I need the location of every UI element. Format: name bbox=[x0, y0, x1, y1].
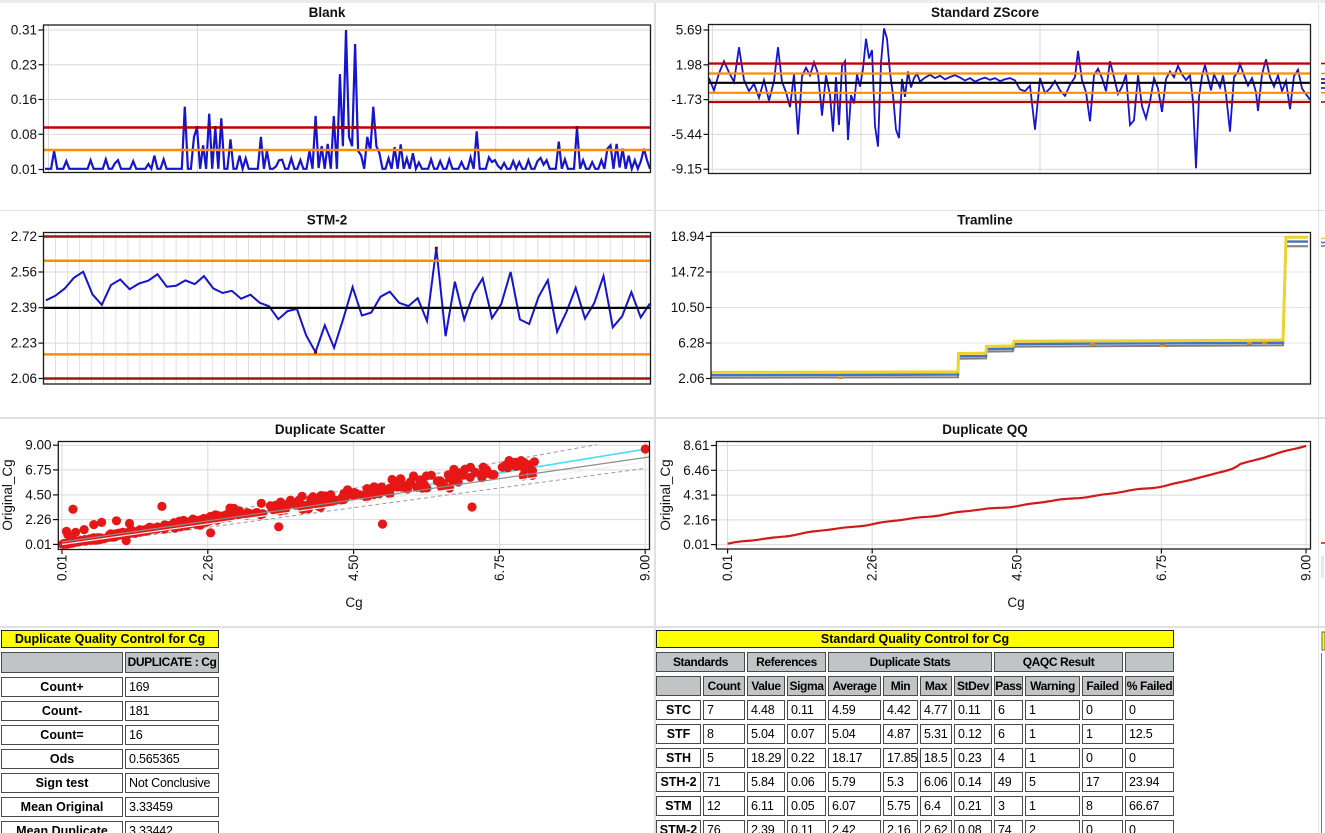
svg-text:4.50: 4.50 bbox=[1009, 555, 1024, 581]
svg-text:Standard ZScore: Standard ZScore bbox=[931, 5, 1040, 20]
svg-text:9.00: 9.00 bbox=[1299, 555, 1314, 581]
svg-text:0.16: 0.16 bbox=[11, 92, 37, 107]
svg-text:2.26: 2.26 bbox=[865, 555, 880, 581]
svg-text:8.61: 8.61 bbox=[683, 438, 709, 453]
svg-text:6.75: 6.75 bbox=[492, 555, 507, 581]
svg-text:Blank: Blank bbox=[309, 5, 346, 20]
svg-text:9.00: 9.00 bbox=[638, 555, 653, 581]
svg-text:10.50: 10.50 bbox=[671, 300, 705, 315]
svg-text:2.26: 2.26 bbox=[25, 512, 51, 527]
svg-text:4.50: 4.50 bbox=[25, 487, 51, 502]
svg-text:2.06: 2.06 bbox=[678, 371, 704, 386]
svg-text:Tramline: Tramline bbox=[957, 213, 1013, 228]
svg-text:6.28: 6.28 bbox=[678, 336, 704, 351]
svg-text:Original_Cg: Original_Cg bbox=[658, 459, 673, 530]
svg-text:0.01: 0.01 bbox=[720, 555, 735, 581]
svg-text:6.75: 6.75 bbox=[25, 462, 51, 477]
svg-text:0.08: 0.08 bbox=[11, 127, 37, 142]
svg-text:2.39: 2.39 bbox=[11, 300, 37, 315]
svg-text:-9.15: -9.15 bbox=[671, 162, 702, 177]
svg-text:Cg: Cg bbox=[345, 595, 362, 610]
svg-text:6.75: 6.75 bbox=[1154, 555, 1169, 581]
svg-text:Duplicate QQ: Duplicate QQ bbox=[942, 422, 1028, 437]
svg-text:0.01: 0.01 bbox=[683, 537, 709, 552]
svg-text:0.01: 0.01 bbox=[55, 555, 70, 581]
svg-text:9.00: 9.00 bbox=[25, 438, 51, 453]
svg-text:2.06: 2.06 bbox=[11, 371, 37, 386]
svg-text:STM-2: STM-2 bbox=[307, 213, 348, 228]
svg-text:2.16: 2.16 bbox=[683, 512, 709, 527]
svg-text:14.72: 14.72 bbox=[671, 265, 705, 280]
svg-text:Cg: Cg bbox=[1007, 595, 1024, 610]
svg-text:0.31: 0.31 bbox=[11, 23, 37, 38]
svg-text:0.23: 0.23 bbox=[11, 57, 37, 72]
svg-text:-5.44: -5.44 bbox=[671, 127, 702, 142]
svg-text:Original_Cg: Original_Cg bbox=[0, 459, 15, 530]
svg-text:-1.73: -1.73 bbox=[671, 92, 702, 107]
svg-text:Duplicate Scatter: Duplicate Scatter bbox=[275, 422, 386, 437]
svg-text:0.01: 0.01 bbox=[25, 537, 51, 552]
svg-text:18.94: 18.94 bbox=[671, 229, 705, 244]
svg-text:1.98: 1.98 bbox=[676, 57, 702, 72]
svg-text:4.50: 4.50 bbox=[346, 555, 361, 581]
svg-text:2.72: 2.72 bbox=[11, 229, 37, 244]
svg-text:2.23: 2.23 bbox=[11, 336, 37, 351]
svg-text:6.46: 6.46 bbox=[683, 463, 709, 478]
svg-text:0.01: 0.01 bbox=[11, 162, 37, 177]
svg-text:2.56: 2.56 bbox=[11, 265, 37, 280]
svg-text:5.69: 5.69 bbox=[676, 23, 702, 38]
svg-text:2.26: 2.26 bbox=[200, 555, 215, 581]
svg-text:4.31: 4.31 bbox=[683, 488, 709, 503]
